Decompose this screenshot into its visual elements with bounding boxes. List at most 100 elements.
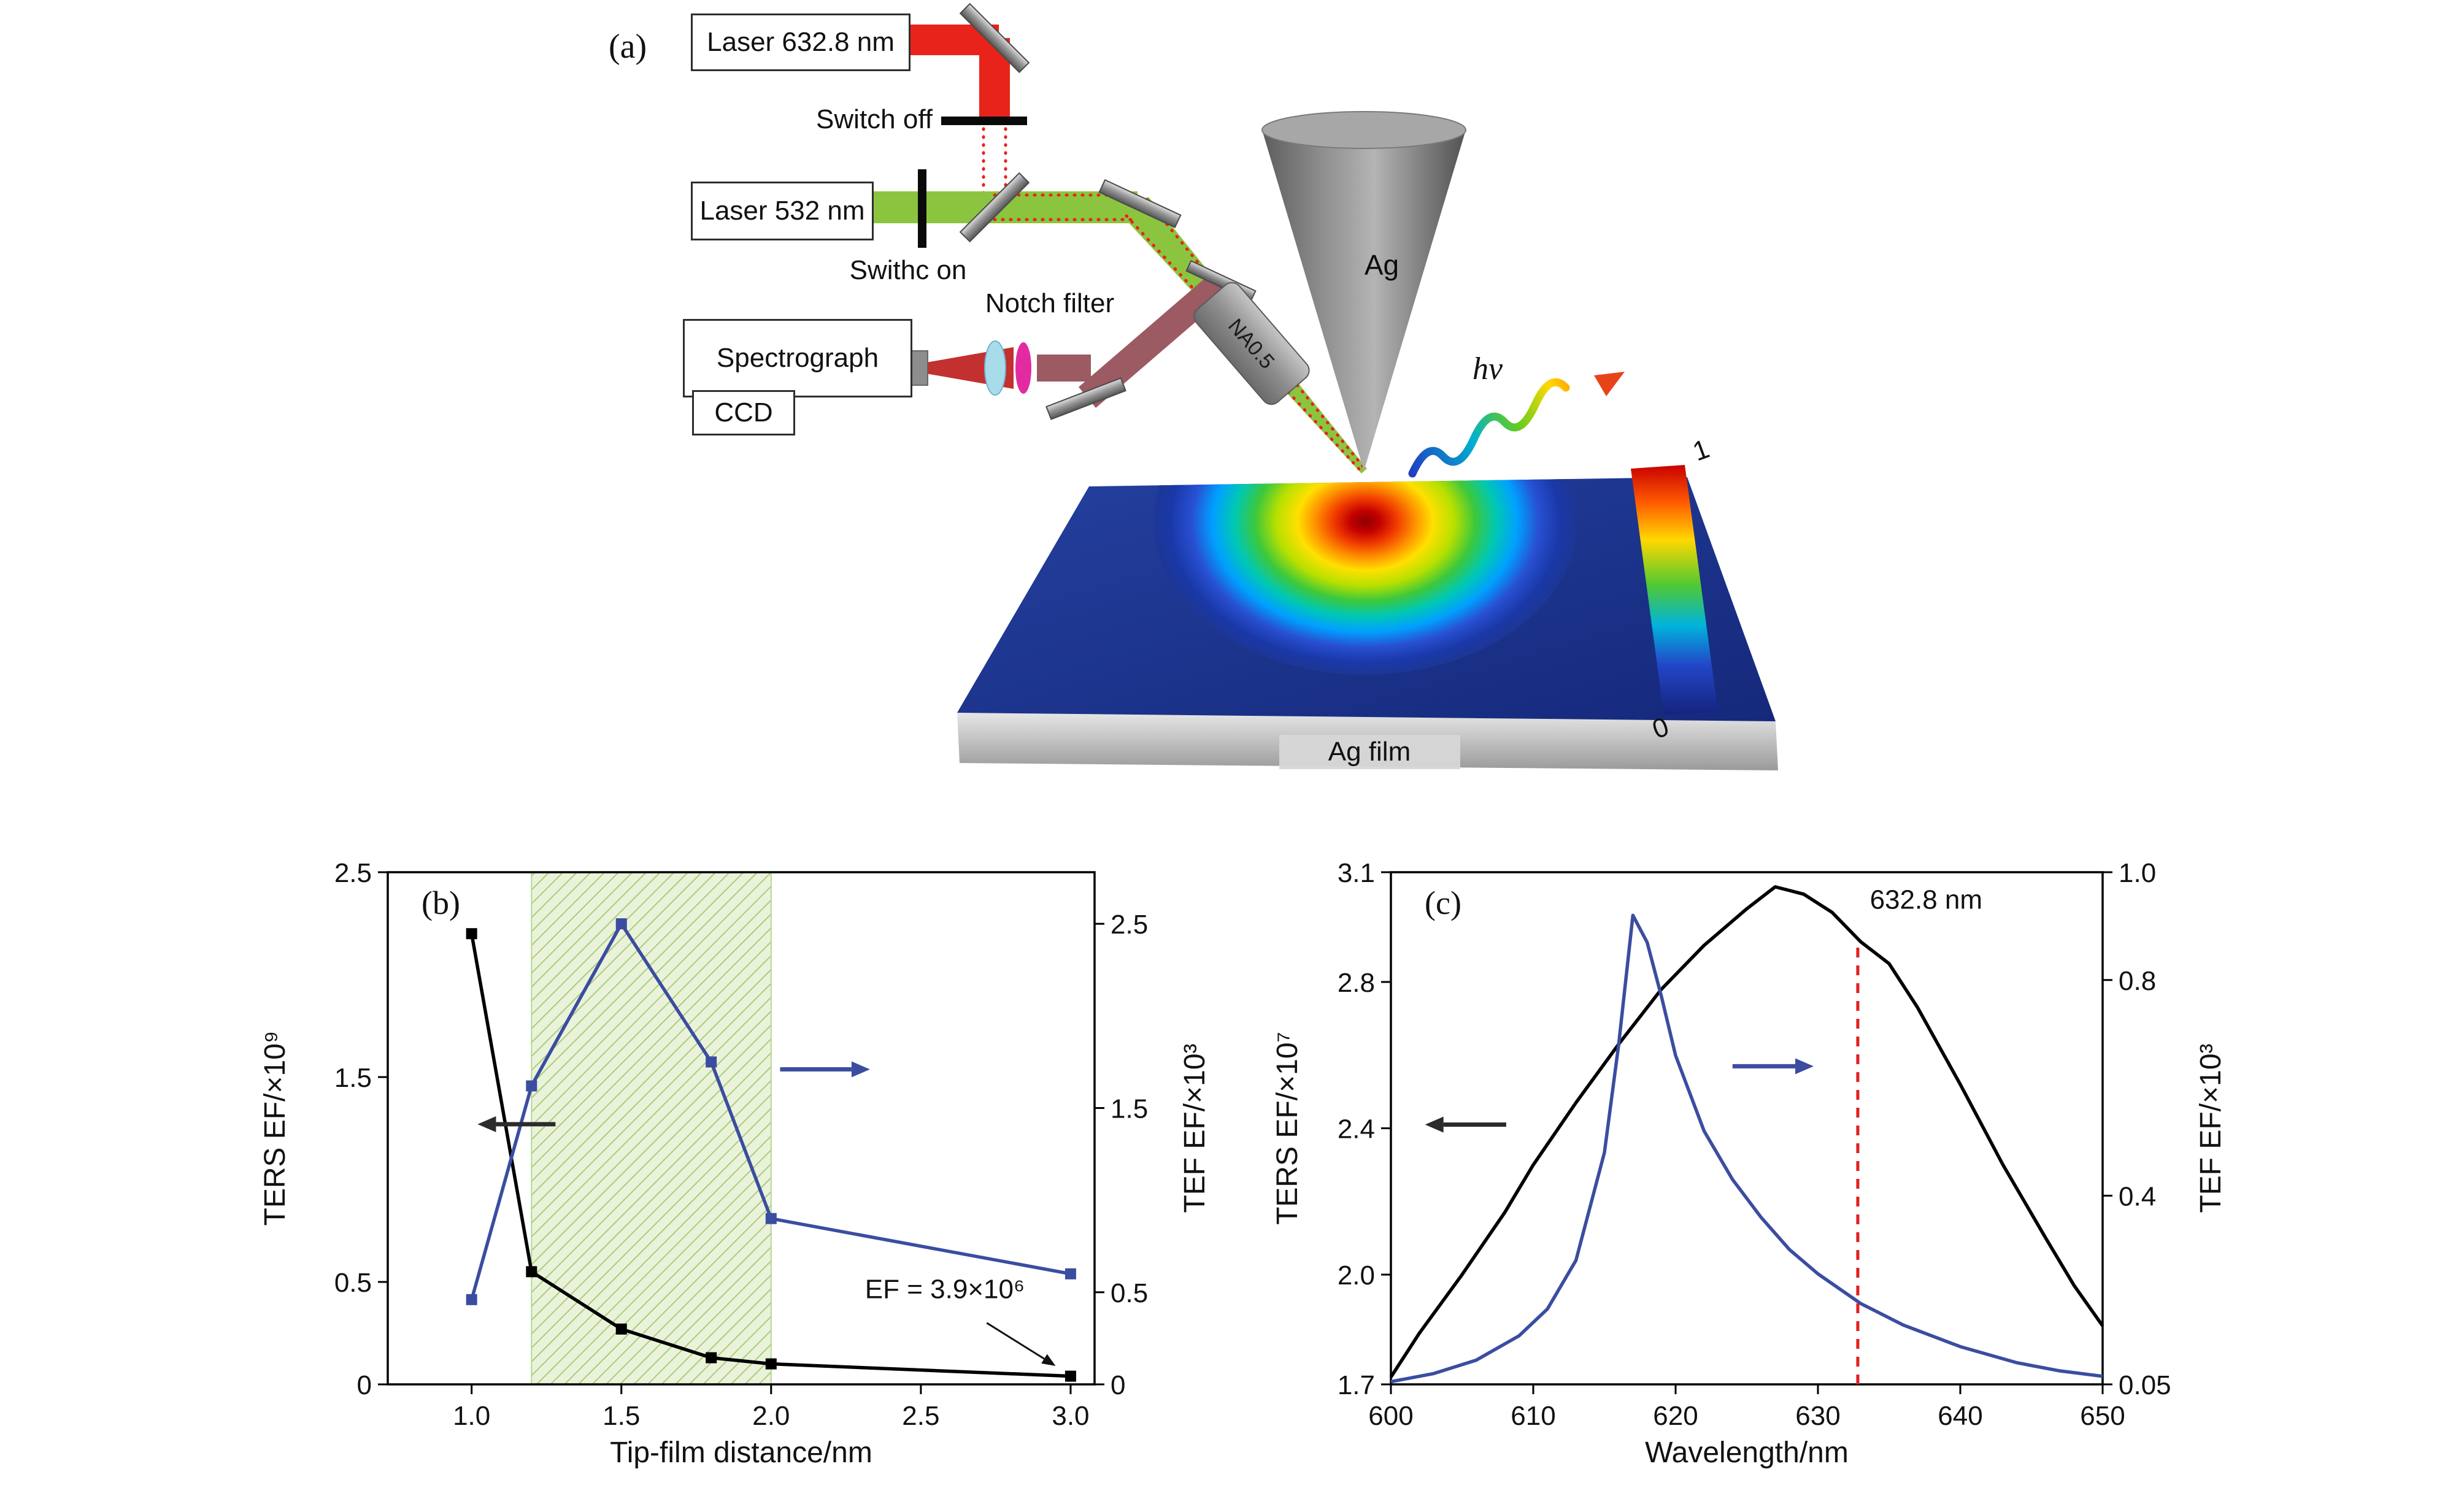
y-axis-title-right: TEF EF/×10³ bbox=[2195, 1043, 2227, 1213]
mirror-1 bbox=[959, 2, 1030, 74]
axis-indicator-arrow-1-head bbox=[851, 1061, 870, 1078]
photon-label: hv bbox=[1473, 351, 1503, 386]
axis-indicator-arrow-0-head bbox=[1425, 1116, 1444, 1133]
series-line-0 bbox=[469, 933, 1071, 1378]
notch-filter-icon bbox=[1015, 342, 1031, 394]
y-tick-label-right: 0.5 bbox=[1111, 1278, 1148, 1308]
x-tick-label: 640 bbox=[1938, 1401, 1982, 1431]
series-marker-1 bbox=[526, 1080, 537, 1092]
objective-lens: NA0.5 bbox=[1193, 282, 1310, 405]
y-tick-label-left: 1.5 bbox=[334, 1063, 372, 1093]
axes-box bbox=[387, 871, 1096, 1386]
panel-c-svg: 600 610 620 630 640 650 1.7 2.0 2.4 2.8 3.1 0.05 0.4… bbox=[1271, 858, 2227, 1469]
y-tick-label-left: 1.7 bbox=[1338, 1370, 1375, 1400]
laser-632-label: Laser 632.8 nm bbox=[707, 27, 895, 57]
laser-532-box: Laser 532 nm bbox=[691, 182, 874, 240]
y-tick-label-right: 1.0 bbox=[2119, 858, 2156, 888]
panel-c-chart: 600 610 620 630 640 650 1.7 2.0 2.4 2.8 3.1 0.05 0.4… bbox=[1258, 840, 2350, 1493]
x-tick-label: 2.5 bbox=[902, 1401, 939, 1431]
field-enhancement-hotspot bbox=[1153, 477, 1577, 675]
series-marker-1 bbox=[1065, 1268, 1076, 1279]
ccd-label: CCD bbox=[714, 397, 773, 428]
colorbar-max-label: 1 bbox=[1689, 434, 1714, 467]
ag-film-surface: Ag film bbox=[957, 477, 1778, 770]
series-marker-0 bbox=[765, 1358, 777, 1370]
annotation-arrow-head bbox=[1041, 1354, 1056, 1366]
series-line-1 bbox=[470, 922, 1071, 1300]
switch-on-bar bbox=[918, 169, 926, 248]
panel-b-svg: 1.0 1.5 2.0 2.5 3.0 0 0.5 1.5 2.5 0 0.5 1.5 2.5 EF = … bbox=[259, 858, 1211, 1469]
mirror-3 bbox=[1045, 377, 1126, 420]
y-tick-label-right: 1.5 bbox=[1111, 1094, 1148, 1124]
y-tick-label-left: 2.5 bbox=[334, 858, 372, 888]
y-tick-label-left: 3.1 bbox=[1338, 858, 1375, 888]
y-axis-title-right: TEF EF/×10³ bbox=[1179, 1043, 1211, 1213]
x-axis-title: Tip-film distance/nm bbox=[610, 1437, 872, 1469]
y-axis-title-left: TERS EF/×10⁹ bbox=[259, 1031, 291, 1226]
series-marker-1 bbox=[765, 1213, 777, 1224]
tip-label: Ag bbox=[1365, 249, 1399, 281]
annotation-text: EF = 3.9×10⁶ bbox=[865, 1275, 1025, 1305]
series-marker-0 bbox=[706, 1352, 717, 1364]
laser-532-label: Laser 532 nm bbox=[699, 196, 865, 226]
x-tick-label: 3.0 bbox=[1052, 1401, 1089, 1431]
laser-532-beam-path bbox=[870, 191, 1368, 474]
scattered-photon-arrow bbox=[1408, 372, 1625, 478]
annotation-arrow bbox=[986, 1322, 1045, 1360]
x-tick-label: 1.5 bbox=[603, 1401, 640, 1431]
x-tick-label: 650 bbox=[2080, 1401, 2125, 1431]
laser-632-box: Laser 632.8 nm bbox=[691, 13, 911, 71]
y-tick-label-right: 0.4 bbox=[2119, 1181, 2156, 1211]
x-axis-title: Wavelength/nm bbox=[1645, 1437, 1849, 1469]
x-tick-label: 620 bbox=[1653, 1401, 1698, 1431]
series-line-0 bbox=[1389, 885, 2104, 1378]
series-marker-0 bbox=[466, 928, 477, 940]
y-tick-label-left: 2.8 bbox=[1338, 968, 1375, 998]
ag-film-label: Ag film bbox=[1328, 737, 1411, 767]
y-tick-label-right: 0 bbox=[1111, 1370, 1125, 1400]
series-marker-1 bbox=[706, 1056, 717, 1068]
ters-setup-schematic: Ag film 1 0 NA0.5 bbox=[870, 2, 1778, 770]
y-tick-label-left: 0 bbox=[357, 1370, 372, 1400]
series-marker-0 bbox=[1065, 1370, 1076, 1382]
beam-combiner-mirror bbox=[959, 172, 1030, 243]
spectrograph-box: Spectrograph bbox=[683, 319, 912, 397]
y-tick-label-left: 2.0 bbox=[1338, 1260, 1375, 1291]
spectrograph-label: Spectrograph bbox=[716, 343, 879, 373]
y-tick-label-left: 0.5 bbox=[334, 1268, 372, 1298]
vline-label: 632.8 nm bbox=[1870, 885, 1982, 915]
y-tick-label-left: 2.4 bbox=[1338, 1114, 1375, 1145]
y-axis-title-left: TERS EF/×10⁷ bbox=[1271, 1032, 1304, 1225]
collection-lens-icon bbox=[984, 340, 1006, 396]
panel-a-label: (a) bbox=[609, 28, 647, 66]
mirror-2 bbox=[1098, 178, 1182, 229]
series-marker-0 bbox=[526, 1266, 537, 1278]
panel-b-chart: 1.0 1.5 2.0 2.5 3.0 0 0.5 1.5 2.5 0 0.5 1.5 2.5 EF = … bbox=[233, 840, 1239, 1493]
switch-on-label: Swithc on bbox=[849, 255, 967, 285]
panel-letter: (b) bbox=[422, 884, 460, 921]
laser-632-beam-path bbox=[907, 25, 1010, 199]
spectrograph-entrance bbox=[909, 350, 928, 386]
axis-indicator-arrow-0-head bbox=[477, 1116, 496, 1132]
switch-off-bar bbox=[941, 117, 1027, 125]
series-marker-0 bbox=[615, 1323, 627, 1335]
x-tick-label: 610 bbox=[1511, 1401, 1555, 1431]
ag-tip-cone: Ag bbox=[1261, 111, 1466, 471]
x-tick-label: 600 bbox=[1368, 1401, 1413, 1431]
x-tick-label: 630 bbox=[1795, 1401, 1840, 1431]
axes-box bbox=[1390, 871, 2104, 1386]
colorbar-bar bbox=[1631, 465, 1718, 715]
mirrors bbox=[959, 2, 1257, 420]
panel-letter: (c) bbox=[1425, 884, 1461, 921]
series-line-1 bbox=[1390, 913, 2103, 1384]
y-tick-label-right: 0.05 bbox=[2119, 1370, 2171, 1400]
series-marker-1 bbox=[466, 1294, 477, 1305]
series-marker-1 bbox=[615, 918, 627, 930]
axis-indicator-arrow-1-head bbox=[1795, 1058, 1814, 1075]
ccd-box: CCD bbox=[692, 390, 795, 435]
ag-film-label-strip bbox=[1279, 735, 1460, 769]
x-tick-label: 1.0 bbox=[453, 1401, 490, 1431]
y-tick-label-right: 0.8 bbox=[2119, 966, 2156, 996]
x-tick-label: 2.0 bbox=[752, 1401, 790, 1431]
notch-filter-label: Notch filter bbox=[985, 288, 1115, 318]
